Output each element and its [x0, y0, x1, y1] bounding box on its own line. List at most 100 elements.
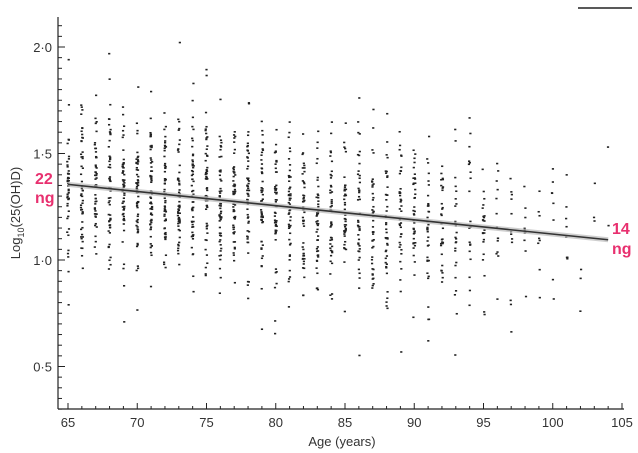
data-point	[441, 189, 444, 192]
data-point	[163, 170, 167, 173]
data-point	[204, 266, 207, 269]
data-point	[204, 111, 208, 114]
data-point	[497, 170, 500, 172]
data-point	[317, 256, 320, 258]
data-point	[412, 209, 415, 212]
data-point	[149, 202, 152, 204]
data-point	[274, 230, 277, 233]
data-point	[164, 218, 167, 221]
data-point	[344, 229, 347, 231]
data-point	[164, 135, 167, 138]
data-point	[177, 212, 180, 215]
data-point	[454, 290, 458, 292]
data-point	[523, 227, 526, 230]
data-point	[177, 148, 180, 150]
data-point	[232, 134, 236, 136]
data-point	[317, 205, 320, 208]
data-point	[67, 155, 71, 158]
data-point	[219, 276, 222, 279]
data-point	[497, 255, 500, 257]
data-point	[191, 201, 194, 203]
data-point	[109, 217, 112, 220]
data-point	[482, 190, 485, 193]
data-point	[317, 222, 320, 225]
data-point	[538, 296, 541, 299]
data-point	[232, 166, 236, 168]
data-point	[356, 224, 360, 227]
data-point	[468, 161, 471, 164]
data-point	[412, 182, 415, 185]
data-point	[150, 205, 154, 208]
data-point	[273, 187, 277, 190]
data-point	[440, 172, 443, 175]
data-point	[344, 122, 347, 124]
data-point	[192, 189, 195, 192]
data-point	[80, 180, 84, 183]
data-point	[371, 231, 375, 234]
data-point	[273, 219, 277, 222]
data-point	[219, 254, 223, 257]
data-point	[191, 164, 194, 167]
data-point	[232, 241, 235, 243]
data-point	[315, 196, 318, 199]
data-point	[206, 166, 209, 169]
data-point	[176, 179, 180, 181]
data-point	[135, 220, 138, 222]
data-point	[260, 189, 263, 192]
data-point	[164, 231, 167, 234]
data-point	[275, 128, 278, 131]
data-point	[260, 211, 263, 213]
data-point	[316, 212, 320, 215]
data-point	[109, 166, 112, 169]
data-point	[67, 228, 71, 230]
data-point	[551, 181, 554, 183]
data-point	[122, 217, 126, 220]
data-point	[219, 144, 222, 147]
y-axis-label: Log10(25(OH)D)	[8, 167, 26, 259]
data-point	[205, 138, 208, 141]
data-point	[122, 125, 126, 128]
data-point	[303, 258, 306, 260]
y-tick-label: 0·5	[33, 360, 52, 375]
data-point	[178, 236, 181, 239]
data-point	[261, 149, 265, 151]
data-point	[81, 151, 84, 153]
data-point	[315, 287, 318, 290]
data-point	[273, 286, 277, 289]
data-point	[178, 212, 181, 215]
data-point	[413, 210, 416, 213]
data-point	[95, 156, 98, 159]
data-point	[246, 217, 249, 219]
data-point	[178, 164, 181, 167]
data-point	[317, 130, 320, 133]
data-point	[204, 171, 208, 174]
data-point	[274, 167, 277, 170]
data-point	[427, 205, 430, 207]
data-point	[232, 208, 235, 211]
data-point	[219, 187, 222, 190]
data-point	[357, 219, 360, 222]
data-point	[301, 180, 304, 182]
data-point	[81, 240, 84, 243]
data-point	[122, 162, 125, 164]
data-point	[247, 222, 250, 224]
data-point	[274, 271, 277, 274]
data-point	[467, 163, 471, 166]
data-point	[385, 170, 388, 173]
data-point	[163, 215, 166, 217]
data-point	[149, 133, 153, 136]
data-point	[357, 225, 360, 228]
data-point	[80, 140, 83, 142]
data-point	[414, 241, 417, 244]
data-point	[177, 191, 181, 194]
data-point	[109, 219, 112, 221]
data-point	[427, 244, 430, 247]
data-point	[469, 171, 472, 173]
data-point	[330, 250, 334, 252]
data-point	[509, 299, 512, 302]
data-point	[398, 172, 402, 175]
data-point	[275, 184, 278, 187]
data-point	[356, 173, 360, 176]
data-point	[371, 192, 374, 195]
data-point	[427, 318, 430, 321]
